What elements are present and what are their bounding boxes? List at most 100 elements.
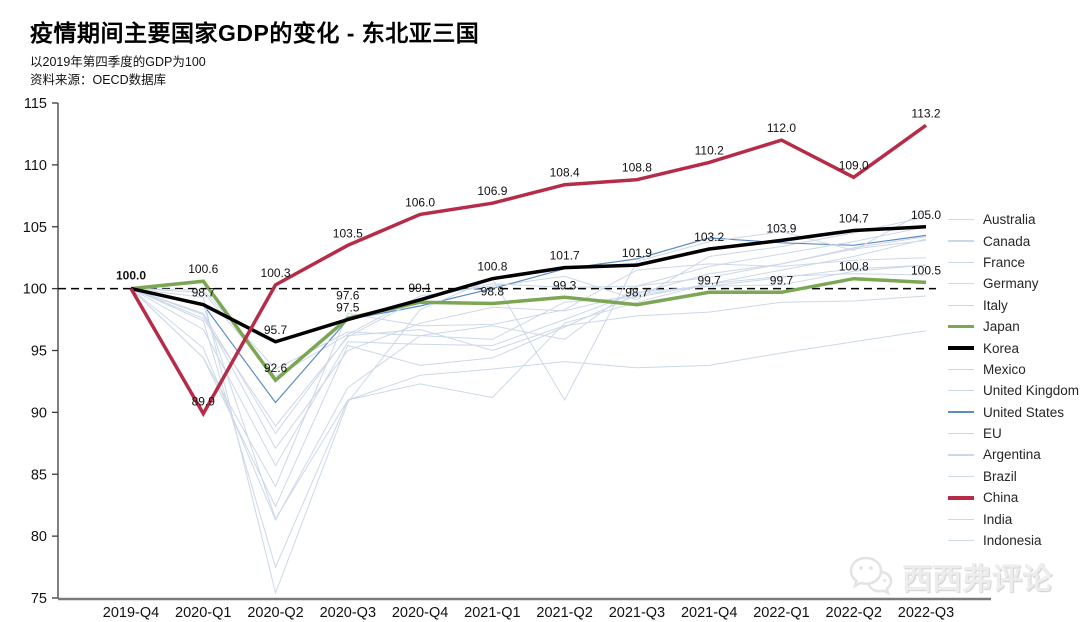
legend-swatch-china bbox=[948, 496, 974, 500]
data-label-japan-6: 99.3 bbox=[553, 278, 577, 292]
series-line-mexico bbox=[130, 288, 927, 520]
data-label-korea-7: 101.9 bbox=[622, 246, 652, 260]
data-label-china-5: 106.9 bbox=[477, 184, 507, 198]
series-line-germany bbox=[130, 288, 927, 435]
series-line-china bbox=[129, 123, 928, 418]
legend-swatch-france bbox=[948, 261, 974, 264]
legend-swatch-italy bbox=[948, 304, 974, 306]
legend-label-eu: EU bbox=[983, 426, 1002, 442]
data-label-korea-11: 105.0 bbox=[911, 208, 941, 222]
data-label-korea-4: 99.1 bbox=[408, 281, 432, 295]
x-tick-label: 2020-Q2 bbox=[247, 605, 303, 621]
x-tick-label: 2022-Q3 bbox=[898, 605, 954, 621]
data-label-japan-2: 92.6 bbox=[264, 361, 288, 375]
legend-item-canada: Canada bbox=[948, 230, 1079, 251]
data-label-china-3: 103.5 bbox=[333, 226, 363, 240]
wechat-icon bbox=[848, 555, 894, 597]
legend-item-germany: Germany bbox=[948, 273, 1079, 294]
y-tick-label: 75 bbox=[31, 591, 47, 607]
series-line-united-states bbox=[130, 234, 927, 404]
legend-label-mexico: Mexico bbox=[983, 361, 1026, 377]
data-label-korea-5: 100.8 bbox=[477, 260, 507, 274]
data-label-china-7: 108.8 bbox=[622, 161, 652, 175]
watermark: 西西弗评论 bbox=[848, 554, 1052, 598]
legend-label-india: India bbox=[983, 511, 1013, 527]
y-tick-label: 100 bbox=[23, 282, 47, 298]
data-label-japan-8: 99.7 bbox=[698, 273, 722, 287]
legend-label-korea: Korea bbox=[983, 340, 1020, 356]
legend-swatch-united-kingdom bbox=[948, 390, 974, 392]
data-label-china-10: 109.0 bbox=[839, 158, 869, 172]
x-tick-label: 2020-Q4 bbox=[392, 605, 448, 621]
watermark-text: 西西弗评论 bbox=[902, 563, 1052, 596]
data-label-japan-11: 100.5 bbox=[911, 263, 941, 277]
legend-swatch-eu bbox=[948, 433, 974, 435]
legend-item-italy: Italy bbox=[948, 295, 1079, 316]
data-label-japan-1: 100.6 bbox=[188, 262, 218, 276]
legend-label-argentina: Argentina bbox=[983, 447, 1041, 463]
data-label-korea-2: 95.7 bbox=[264, 323, 288, 337]
y-tick-label: 105 bbox=[23, 220, 47, 236]
data-label-china-9: 112.0 bbox=[767, 121, 796, 135]
y-tick-label: 95 bbox=[31, 344, 47, 360]
data-label-korea-1: 98.7 bbox=[192, 286, 216, 300]
legend-label-indonesia: Indonesia bbox=[983, 533, 1042, 549]
chart-subtitle: 以2019年第四季度的GDP为100 bbox=[30, 55, 206, 69]
chart-legend: Australia Canada France Germany Italy Japan Ko… bbox=[948, 209, 1079, 551]
y-tick-label: 90 bbox=[31, 405, 47, 421]
data-label-korea-8: 103.2 bbox=[694, 230, 724, 244]
series-line-brazil bbox=[130, 236, 927, 427]
data-label-china-6: 108.4 bbox=[550, 166, 580, 180]
data-label-japan-9: 99.7 bbox=[770, 273, 794, 287]
legend-item-brazil: Brazil bbox=[948, 466, 1079, 487]
legend-label-france: France bbox=[983, 254, 1026, 270]
x-tick-label: 2022-Q1 bbox=[753, 605, 809, 621]
x-tick-label: 2021-Q4 bbox=[681, 605, 737, 621]
series-line-india bbox=[130, 210, 927, 595]
series-line-argentina bbox=[130, 226, 927, 522]
legend-item-china: China bbox=[948, 487, 1079, 508]
legend-item-eu: EU bbox=[948, 423, 1079, 444]
data-label-japan-3: 97.6 bbox=[336, 288, 360, 302]
data-label-korea-0: 100.0 bbox=[116, 269, 146, 283]
legend-label-canada: Canada bbox=[983, 233, 1031, 249]
legend-item-france: France bbox=[948, 252, 1079, 273]
legend-label-united-states: United States bbox=[983, 404, 1065, 420]
legend-item-argentina: Argentina bbox=[948, 444, 1079, 465]
legend-label-brazil: Brazil bbox=[983, 468, 1017, 484]
legend-label-germany: Germany bbox=[983, 276, 1039, 292]
legend-swatch-indonesia bbox=[948, 539, 974, 542]
x-tick-label: 2019-Q4 bbox=[103, 605, 159, 621]
data-label-korea-10: 104.7 bbox=[839, 211, 869, 225]
data-label-china-8: 110.2 bbox=[695, 143, 724, 157]
legend-label-japan: Japan bbox=[983, 319, 1020, 335]
legend-item-united-states: United States bbox=[948, 402, 1079, 423]
legend-item-korea: Korea bbox=[948, 337, 1079, 358]
legend-label-china: China bbox=[983, 490, 1019, 506]
data-label-china-2: 100.3 bbox=[261, 266, 291, 280]
x-tick-label: 2021-Q3 bbox=[609, 605, 665, 621]
data-label-china-11: 113.2 bbox=[911, 106, 940, 120]
series-line-japan bbox=[130, 276, 927, 383]
y-tick-label: 115 bbox=[24, 96, 47, 112]
legend-swatch-canada bbox=[948, 240, 974, 242]
page-title: 疫情期间主要国家GDP的变化 - 东北亚三国 bbox=[30, 20, 480, 46]
x-tick-label: 2020-Q3 bbox=[320, 605, 376, 621]
legend-swatch-australia bbox=[948, 219, 974, 221]
data-label-china-4: 106.0 bbox=[405, 195, 435, 209]
y-tick-label: 85 bbox=[31, 467, 47, 483]
data-label-japan-7: 98.7 bbox=[625, 286, 649, 300]
x-tick-label: 2021-Q1 bbox=[464, 605, 520, 621]
legend-item-united-kingdom: United Kingdom bbox=[948, 380, 1079, 401]
legend-swatch-mexico bbox=[948, 368, 974, 371]
x-tick-label: 2020-Q1 bbox=[175, 605, 231, 621]
series-line-france bbox=[130, 257, 927, 488]
legend-item-australia: Australia bbox=[948, 209, 1079, 230]
series-line-korea bbox=[130, 225, 927, 344]
legend-swatch-argentina bbox=[948, 454, 974, 456]
legend-swatch-japan bbox=[948, 324, 974, 329]
legend-swatch-united-states bbox=[948, 411, 974, 413]
data-label-japan-10: 100.8 bbox=[839, 260, 869, 274]
